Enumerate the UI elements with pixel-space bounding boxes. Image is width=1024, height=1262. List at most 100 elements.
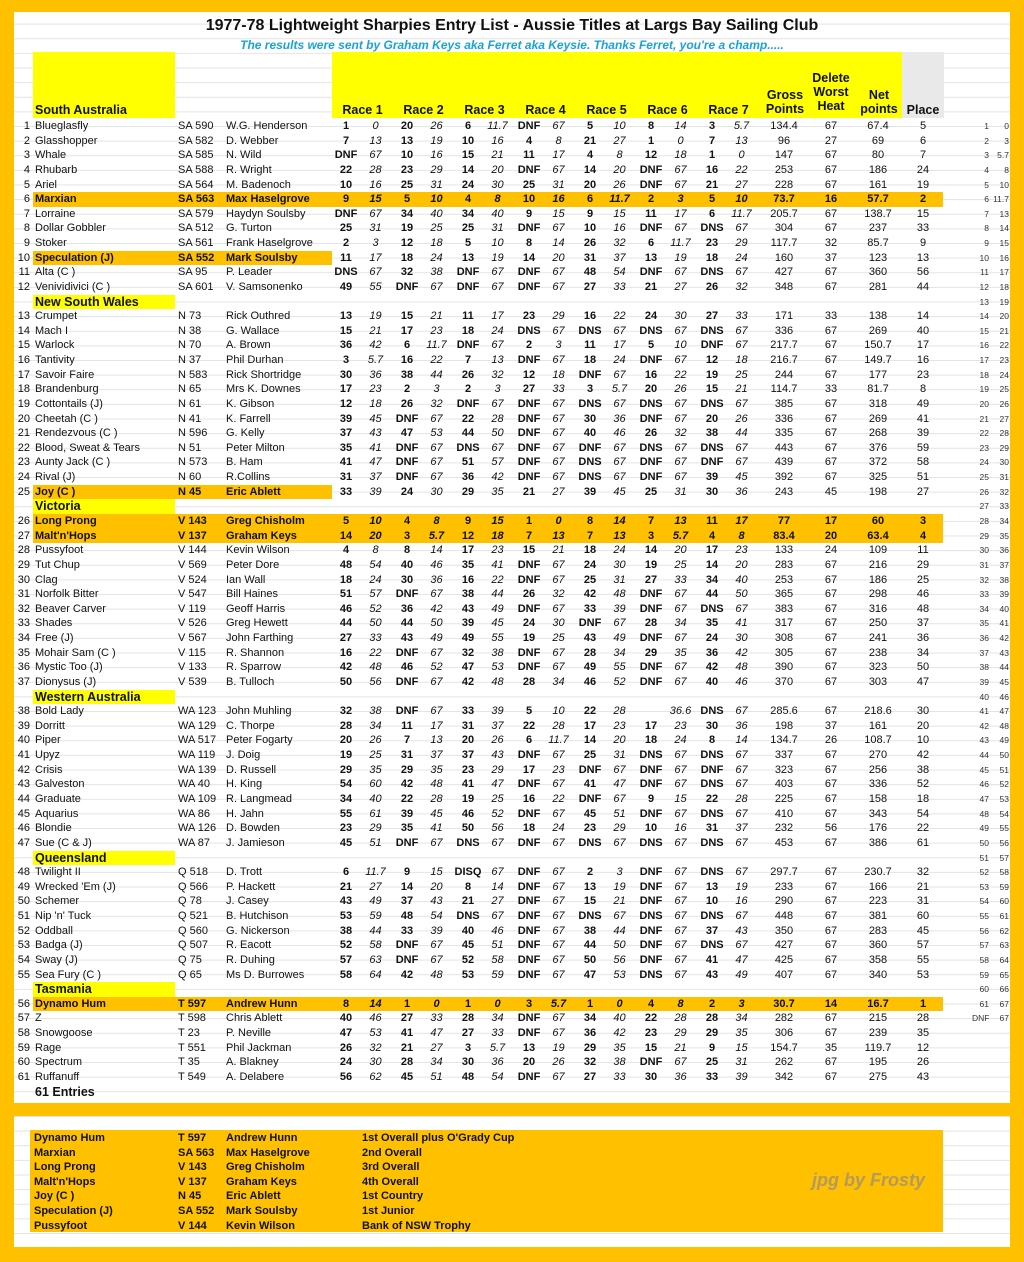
lookup-row: 60 66 [0,982,1024,997]
place: 46 [916,588,930,601]
race-2-position: 9 [403,866,411,879]
race-3-points: 53 [491,661,504,674]
race-4-position: 18 [522,822,536,835]
lookup-position: 56 [979,925,989,936]
race-3-position: 13 [461,251,475,264]
race-4-position: 2 [525,339,533,352]
skipper-name: K. Gibson [226,397,275,410]
race-6-position: DNF [639,456,663,469]
boat-name: Marxian [35,193,77,206]
entry-number: 35 [17,646,30,659]
race-2-points: 67 [430,646,443,659]
skipper-name: Greg Hewett [226,617,288,630]
lookup-position: 51 [979,852,989,863]
lookup-row: 20 26 [0,397,1024,412]
race-6-points: 67 [674,163,687,176]
gross-points: 335 [774,427,794,440]
lookup-points: 31 [999,472,1009,483]
race-3-points: 46 [491,924,504,937]
boat-name: Crisis [35,763,63,776]
race-5-points: 34 [613,646,626,659]
race-1-points: 56 [369,675,382,688]
award-title: 1st Overall plus O'Grady Cup [362,1132,515,1144]
race-1-points: 26 [369,734,382,747]
race-3-position: 20 [461,734,475,747]
race-5-position: 23 [583,822,597,835]
gross-points: 305 [774,646,794,659]
race-4-points: 67 [552,456,565,469]
race-2-position: 44 [400,617,414,630]
lookup-points: 25 [999,384,1009,395]
award-row: Malt'n'Hops V 137 Graham Keys 4th Overall [30,1175,943,1190]
table-row: 19 Cottontails (J) N 61 K. Gibson 12 18 26 32 DN… [0,397,1024,412]
lookup-position: 3 [984,150,989,161]
race-3-points: 67 [491,836,504,849]
table-row: 6 Marxian SA 563 Max Haselgrove 9 15 5 10 4 8 10 16… [0,192,1024,207]
race-7-position: DNF [700,763,724,776]
race-3-position: 33 [461,705,475,718]
race-3-points: 67 [491,280,504,293]
header-race-5: Race 5 [586,103,627,117]
gross-points: 217.7 [770,339,798,352]
race-7-points: 67 [735,441,748,454]
race-6-position: DNF [639,178,663,191]
boat-name: Bold Lady [35,705,84,718]
skipper-name: Phil Durhan [226,354,284,367]
boat-name: Sway (J) [35,953,78,966]
race-6-position: 25 [644,485,658,498]
race-3-position: 45 [461,939,475,952]
lookup-points: 36 [999,545,1009,556]
lookup-position: 46 [979,779,989,790]
lookup-position: 48 [979,808,989,819]
race-3-position: 49 [461,632,475,645]
place: 27 [916,485,930,498]
sail-number: Q 521 [178,910,208,923]
race-3-position: 24 [461,178,475,191]
race-3-position: 48 [461,1070,475,1083]
race-5-position: 18 [583,354,597,367]
race-1-position: 11 [340,251,352,264]
lookup-row: 12 18 [0,280,1024,295]
race-6-points: 36.6 [669,705,692,718]
gross-points: 448 [774,910,794,923]
sail-number: N 65 [178,383,202,396]
race-5-points: 30 [613,558,626,571]
race-5-points: 67 [613,471,626,484]
race-4-position: DNS [517,324,541,337]
lookup-position: 12 [979,281,989,292]
boat-name: Beaver Carver [35,602,106,615]
lookup-position: 53 [979,881,989,892]
race-6-points: 33 [674,573,687,586]
race-6-points: 32 [674,427,687,440]
place: 24 [916,163,930,176]
race-2-position: 18 [400,251,414,264]
net-points: 60 [871,515,885,527]
race-6-points: 67 [674,763,687,776]
race-6-position: 18 [644,734,658,747]
race-5-position: 9 [586,207,594,220]
race-6-points: 67 [674,924,687,937]
skipper-name: R. Eacott [226,939,272,952]
boat-name: Malt'n'Hops [35,529,97,542]
skipper-name: Peter Milton [226,441,285,454]
race-1-points: 57 [369,588,382,601]
race-7-points: 27 [735,178,748,191]
race-1-position: 27 [339,632,353,645]
skipper-name: B. Ham [226,456,263,469]
race-1-position: 4 [342,544,350,557]
lookup-position: 58 [979,954,989,965]
deleted-worst-heat: 35 [824,1041,838,1054]
race-7-points: 8 [738,529,745,542]
net-points: 325 [868,471,888,484]
race-6-position: DNF [639,163,663,176]
entry-number: 12 [17,280,30,293]
race-1-points: 67 [369,207,382,220]
lookup-points: 62 [999,925,1009,936]
boat-name: Rhubarb [35,163,78,176]
gross-points: 253 [774,163,794,176]
place: 47 [916,675,930,688]
race-6-points: 3 [677,193,684,206]
lookup-row: 35 41 [0,616,1024,631]
header-gross-points: Gross Points [760,88,810,116]
sail-number: WA 86 [178,807,210,820]
